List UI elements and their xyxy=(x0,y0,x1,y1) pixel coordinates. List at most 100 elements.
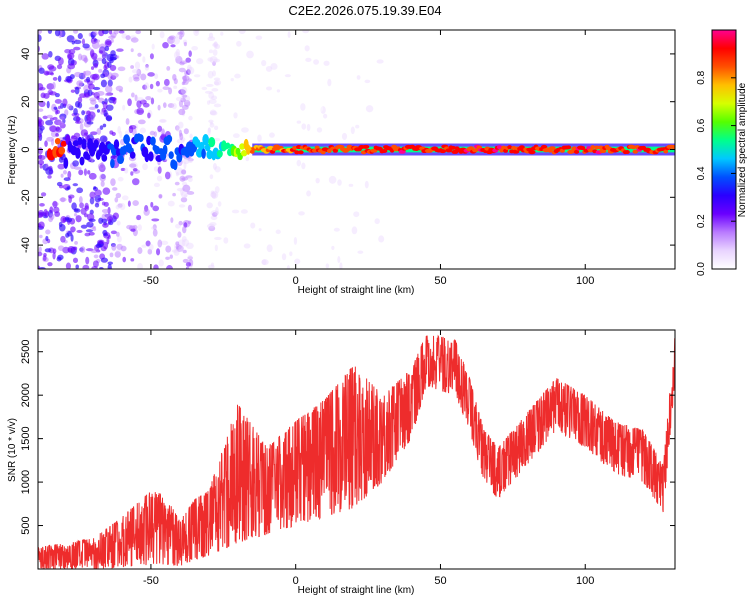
spectrogram-noise-blob xyxy=(208,91,215,99)
spectrogram-noise-blob xyxy=(189,133,193,139)
spectrogram-noise-blob xyxy=(378,235,385,243)
spectrogram-noise-blob xyxy=(93,63,99,69)
spectrogram-ridge-mark xyxy=(240,150,248,157)
spectrogram-noise-blob xyxy=(144,65,150,71)
spectrogram-ridge-mark xyxy=(439,149,447,154)
spectrogram-noise-blob xyxy=(265,86,273,91)
spectrogram-x-ticks: -50 0 50 100 xyxy=(143,30,594,287)
spectrogram-noise-blob xyxy=(333,227,340,232)
spectrogram-noise-blob xyxy=(175,167,183,176)
spectrogram-noise-blob xyxy=(52,82,56,90)
spectrogram-ridge-mark xyxy=(148,151,154,162)
spectrogram-noise-blob xyxy=(355,124,360,129)
spectrogram-noise-blob xyxy=(137,52,142,57)
spectrogram-noise-blob xyxy=(300,236,307,244)
spectrogram-x-tick-label: -50 xyxy=(143,275,159,287)
spectrogram-noise-blob xyxy=(74,71,82,78)
spectrogram-noise-blob xyxy=(325,263,330,269)
spectrogram-noise-blob xyxy=(176,138,185,144)
colorbar: 0.0 0.2 0.4 0.6 0.8 Normalized spectral ampl… xyxy=(696,29,748,276)
spectrogram-noise-blob xyxy=(110,230,117,235)
spectrogram-noise-blob xyxy=(360,200,367,208)
spectrogram-noise-blob xyxy=(122,104,126,111)
spectrogram-noise-blob xyxy=(210,262,215,267)
spectrogram-noise-blob xyxy=(72,257,79,264)
spectrogram-noise-blob xyxy=(364,79,371,84)
spectrogram-noise-blob xyxy=(136,214,142,221)
spectrogram-noise-blob xyxy=(315,177,320,184)
spectrogram-ridge-mark xyxy=(176,152,183,163)
spectrogram-noise-blob xyxy=(137,247,143,255)
spectrogram-noise-blob xyxy=(178,67,186,73)
spectrogram-noise-blob xyxy=(175,244,182,250)
spectrogram-noise-blob xyxy=(142,84,148,90)
spectrogram-noise-blob xyxy=(48,91,57,96)
spectrogram-noise-blob xyxy=(205,83,214,87)
spectrogram-noise-blob xyxy=(101,208,110,214)
spectrogram-noise-blob xyxy=(177,31,184,36)
spectrogram-noise-blob xyxy=(350,126,355,135)
snr-frame xyxy=(37,329,676,570)
spectrogram-noise-blob xyxy=(182,158,190,165)
spectrogram-ridge-mark xyxy=(204,143,211,152)
spectrogram-noise-blob xyxy=(147,72,155,77)
spectrogram-noise-blob xyxy=(89,49,95,58)
spectrogram-noise-blob xyxy=(97,163,106,170)
spectrogram-noise-blob xyxy=(100,79,107,88)
spectrogram-noise-blob xyxy=(46,71,54,75)
spectrogram-noise-blob xyxy=(73,107,78,116)
spectrogram-noise-blob xyxy=(88,231,95,236)
spectrogram-noise-blob xyxy=(38,34,42,42)
spectrogram-noise-blob xyxy=(136,107,144,116)
spectrogram-noise-blob xyxy=(67,63,76,70)
spectrogram-panel: -50 0 50 100 -40 -20 0 20 40 Height of straight… xyxy=(7,29,676,296)
spectrogram-noise-blob xyxy=(142,102,150,108)
spectrogram-noise-blob xyxy=(158,193,163,199)
spectrogram-noise-blob xyxy=(114,197,119,203)
spectrogram-noise-blob xyxy=(298,211,305,216)
spectrogram-noise-blob xyxy=(150,97,155,105)
spectrogram-noise-blob xyxy=(154,73,159,80)
spectrogram-ridge-mark xyxy=(79,156,85,166)
spectrogram-noise-blob xyxy=(115,192,122,199)
spectrogram-noise-blob xyxy=(153,264,159,269)
spectrogram-noise-blob xyxy=(80,207,87,215)
spectrogram-noise-blob xyxy=(46,100,50,109)
spectrogram-noise-blob xyxy=(104,92,111,97)
spectrogram-noise-blob xyxy=(57,163,66,170)
spectrogram-noise-blob xyxy=(133,76,140,82)
spectrogram-noise-blob xyxy=(191,90,199,97)
spectrogram-noise-blob xyxy=(236,40,242,47)
spectrogram-ridge-mark xyxy=(93,139,99,149)
spectrogram-noise-blob xyxy=(67,170,72,179)
spectrogram-noise-blob xyxy=(38,108,44,112)
spectrogram-noise-blob xyxy=(179,62,185,66)
spectrogram-noise-blob xyxy=(194,30,199,34)
spectrogram-noise-blob xyxy=(59,116,65,121)
spectrogram-noise-blob xyxy=(78,169,84,176)
spectrogram-noise-blob xyxy=(233,180,238,188)
spectrogram-noise-blob xyxy=(168,87,173,95)
spectrogram-noise-blob xyxy=(174,125,180,131)
spectrogram-noise-blob xyxy=(175,48,181,57)
spectrogram-noise-blob xyxy=(86,121,94,125)
spectrogram-noise-blob xyxy=(153,166,159,172)
spectrogram-noise-blob xyxy=(73,30,79,34)
spectrogram-noise-blob xyxy=(232,133,240,139)
spectrogram-noise-blob xyxy=(112,187,118,191)
spectrogram-noise-blob xyxy=(91,41,100,49)
spectrogram-noise-blob xyxy=(153,182,160,188)
spectrogram-ridge-mark xyxy=(380,148,388,153)
spectrogram-noise-blob xyxy=(306,166,312,173)
spectrogram-noise-blob xyxy=(60,102,64,109)
spectrogram-noise-blob xyxy=(89,73,98,80)
spectrogram-noise-blob xyxy=(137,119,146,125)
spectrogram-noise-blob xyxy=(180,97,186,103)
spectrogram-noise-blob xyxy=(67,52,75,60)
spectrogram-noise-blob xyxy=(337,256,341,264)
spectrogram-ridge-mark xyxy=(162,144,168,156)
spectrogram-noise-blob xyxy=(160,240,169,246)
spectrogram-noise-blob xyxy=(275,229,281,235)
spectrogram-noise-blob xyxy=(213,42,218,47)
snr-x-tick-label: -50 xyxy=(143,575,159,587)
